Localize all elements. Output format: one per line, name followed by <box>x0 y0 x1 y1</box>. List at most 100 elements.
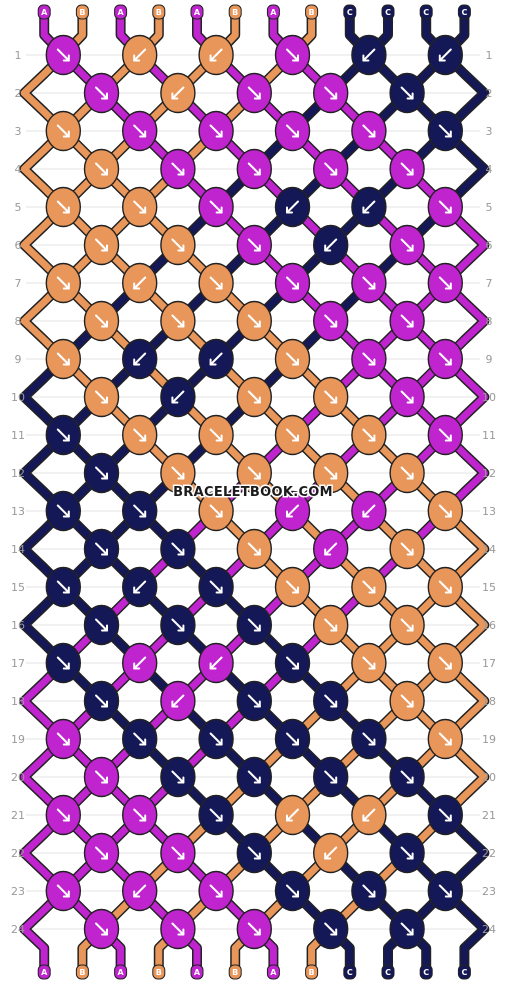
knot-arrowhead-icon <box>209 54 217 62</box>
knot-arrowhead-icon <box>444 206 452 214</box>
knot-arrow-icon <box>324 314 338 328</box>
knot <box>389 224 425 266</box>
knot-arrowhead-icon <box>177 624 185 632</box>
knot-arrow-icon <box>56 428 70 442</box>
knot <box>427 642 463 684</box>
knot <box>160 148 196 190</box>
knot <box>313 604 349 646</box>
knot <box>198 566 234 608</box>
knot-arrowhead-icon <box>362 510 370 518</box>
knot-arrow-icon <box>362 580 376 594</box>
knot <box>83 604 120 646</box>
knot <box>45 110 81 152</box>
strand-label-top: A <box>270 8 277 17</box>
strand-label-bottom-cap <box>114 964 128 980</box>
strand-label-top-cap <box>152 4 166 20</box>
knot <box>274 338 311 380</box>
knot-arrow-icon <box>171 162 185 176</box>
knot <box>274 490 311 532</box>
knot-arrow-icon <box>438 656 452 670</box>
knot-arrowhead-icon <box>215 282 223 290</box>
row-number-right: 17 <box>482 657 496 670</box>
knot-arrowhead-icon <box>177 168 185 176</box>
knot <box>121 262 158 304</box>
knot-arrowhead-icon <box>253 244 261 252</box>
knot <box>389 148 425 190</box>
knot <box>121 642 158 684</box>
knot-arrowhead-icon <box>330 776 338 784</box>
knot-arrow-icon <box>247 86 261 100</box>
knot-arrowhead-icon <box>62 510 70 518</box>
knot <box>351 566 387 608</box>
strand-label-top-cap <box>190 4 204 20</box>
knot-arrowhead-icon <box>101 244 108 252</box>
knot <box>121 110 158 152</box>
knot-arrowhead-icon <box>177 548 185 556</box>
row-number-right: 9 <box>486 353 493 366</box>
knot-arrowhead-icon <box>438 54 446 62</box>
knot <box>236 832 273 874</box>
knot <box>351 338 387 380</box>
knot-arrowhead-icon <box>62 206 70 214</box>
knot <box>274 110 311 152</box>
knot <box>389 452 425 494</box>
knot-arrowhead-icon <box>292 282 299 290</box>
knot-arrowhead-icon <box>177 472 185 480</box>
knot-arrowhead-icon <box>62 54 70 62</box>
knot <box>389 680 425 722</box>
row-number-right: 18 <box>482 695 496 708</box>
knot <box>389 300 425 342</box>
knot-arrowhead-icon <box>368 130 376 138</box>
knot-arrowhead-icon <box>324 548 332 556</box>
knot-arrowhead-icon <box>101 852 108 860</box>
row-number-right: 3 <box>486 125 493 138</box>
knot-arrow-icon <box>400 466 414 480</box>
knot-arrow-icon <box>209 276 223 290</box>
knot-arrowhead-icon <box>406 168 414 176</box>
row-number-right: 8 <box>486 315 493 328</box>
strand-label-top-cap <box>266 4 280 20</box>
knot-arrowhead-icon <box>330 472 338 480</box>
knot-arrow-icon <box>133 732 147 746</box>
knot <box>313 376 349 418</box>
strand-label-top: C <box>385 8 391 17</box>
knot <box>351 414 387 456</box>
strand-label-bottom: B <box>79 968 85 977</box>
knot-arrowhead-icon <box>62 358 70 366</box>
knot-arrowhead-icon <box>406 92 414 100</box>
row-number-right: 10 <box>482 391 496 404</box>
knot <box>274 186 311 228</box>
knot-arrow-icon <box>95 618 108 632</box>
knot <box>313 756 349 798</box>
knot-arrow-icon <box>438 580 452 594</box>
knot-arrowhead-icon <box>253 548 261 556</box>
knot-arrowhead-icon <box>215 434 223 442</box>
strand-label-top-cap <box>37 4 51 20</box>
knot <box>121 566 158 608</box>
knot-arrow-icon <box>286 48 299 62</box>
knot <box>351 642 387 684</box>
knot-arrow-icon <box>247 846 261 860</box>
row-number-left: 10 <box>11 391 25 404</box>
strand-label-bottom: A <box>270 968 277 977</box>
knot-arrowhead-icon <box>215 130 223 138</box>
knot-arrow-icon <box>362 200 376 214</box>
knot <box>389 376 425 418</box>
knot-arrowhead-icon <box>406 700 414 708</box>
strand-label-top-cap <box>75 4 89 20</box>
knot <box>274 414 311 456</box>
knot-arrow-icon <box>286 504 299 518</box>
row-number-right: 16 <box>482 619 496 632</box>
knot <box>427 186 463 228</box>
knot-arrow-icon <box>286 884 299 898</box>
knot-arrow-icon <box>247 542 261 556</box>
knot <box>313 908 349 950</box>
knot <box>198 414 234 456</box>
knot-arrow-icon <box>247 466 261 480</box>
strand-label-bottom-cap <box>266 964 280 980</box>
knot-arrowhead-icon <box>253 928 261 936</box>
knot-arrow-icon <box>56 124 70 138</box>
knot <box>236 908 273 950</box>
knot-arrow-icon <box>286 580 299 594</box>
knot-arrow-icon <box>171 618 185 632</box>
